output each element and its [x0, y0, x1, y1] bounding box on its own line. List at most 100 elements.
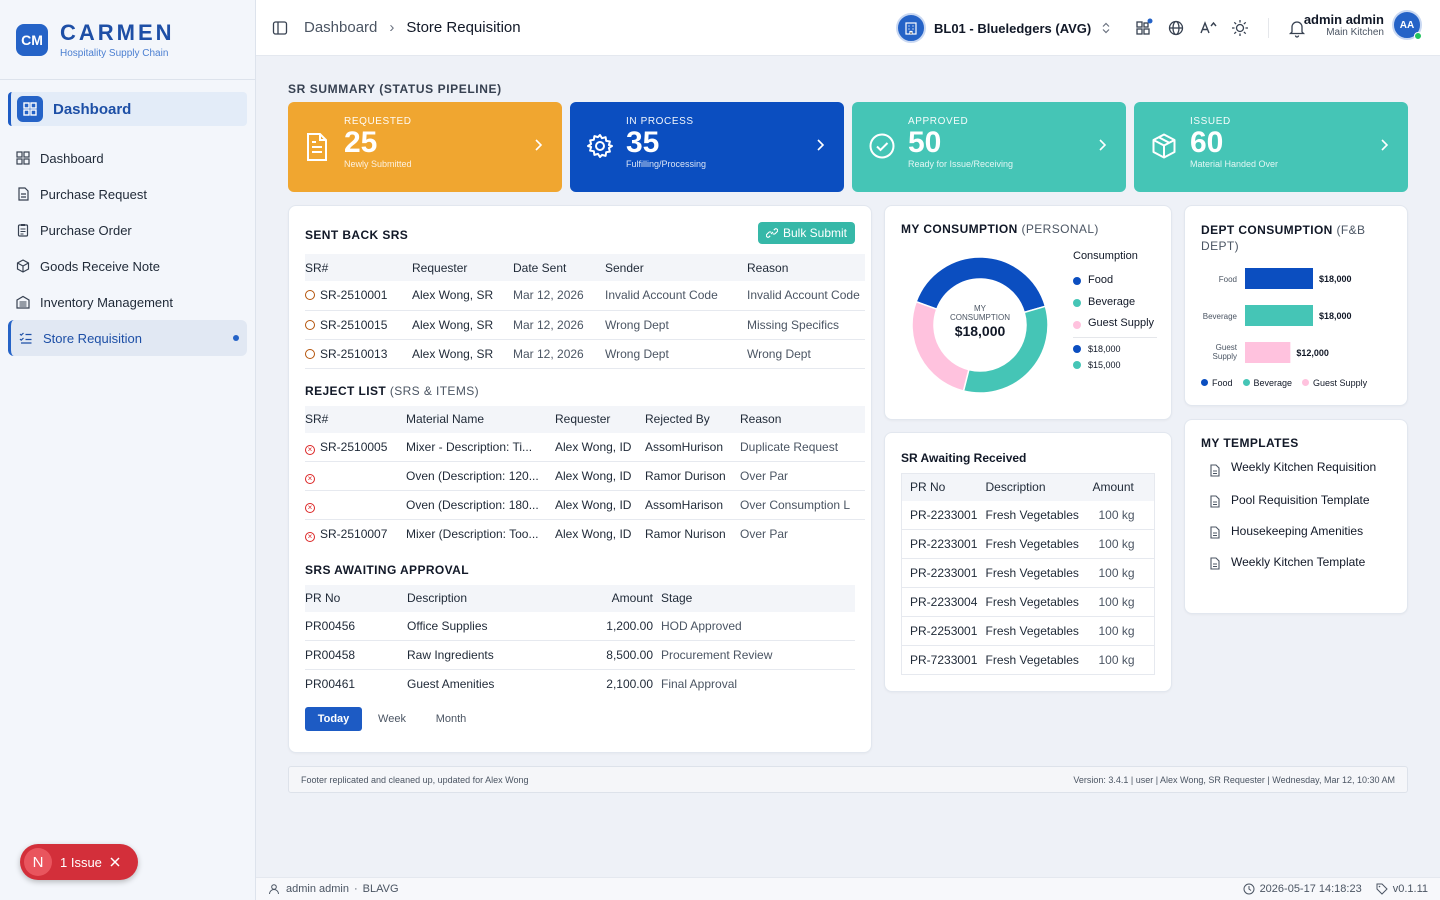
card-label: REQUESTED: [344, 116, 412, 127]
donut-center-label: MY CONSUMPTION: [950, 304, 1010, 322]
column-header: Description: [407, 584, 567, 612]
card-requested[interactable]: REQUESTED 25 Newly Submitted: [288, 102, 562, 192]
amount: 100 kg: [1092, 558, 1155, 588]
clipboard-icon: [17, 224, 29, 237]
close-icon[interactable]: [110, 857, 120, 867]
awaiting-approval-table: PR No Description Amount Stage PR00456 O…: [305, 584, 855, 699]
card-value: 35: [626, 126, 660, 159]
warning-icon: [305, 348, 315, 359]
status-bar: admin admin · BLAVG 2026-05-17 14:18:23 …: [256, 877, 1440, 900]
description: Raw Ingredients: [407, 640, 567, 670]
column-header: PR No: [901, 473, 986, 501]
clock-icon: [1243, 883, 1255, 895]
description: Fresh Vegetables: [985, 558, 1093, 588]
chevron-right-icon: [817, 139, 825, 151]
apps-icon[interactable]: [1134, 18, 1154, 38]
column-header: Description: [985, 473, 1093, 501]
font-size-icon[interactable]: [1198, 18, 1218, 38]
brand-badge: CM: [16, 23, 48, 56]
table-row[interactable]: SR-2510001 Alex Wong, SR Mar 12, 2026 In…: [305, 281, 865, 311]
table-row[interactable]: PR00458 Raw Ingredients 8,500.00 Procure…: [305, 640, 855, 670]
table-row[interactable]: SR-2510015 Alex Wong, SR Mar 12, 2026 Wr…: [305, 310, 865, 340]
table-row[interactable]: × SR-2510005 Mixer - Description: Ti... A…: [305, 432, 865, 462]
column-header: Rejected By: [645, 405, 740, 433]
link-icon: [765, 228, 778, 238]
card-label: IN PROCESS: [626, 116, 694, 127]
sidebar-toggle-icon[interactable]: [272, 20, 288, 36]
bell-icon[interactable]: [1287, 18, 1307, 38]
bar-beverage[interactable]: [1245, 305, 1313, 326]
sidebar-item-label: Goods Receive Note: [40, 258, 160, 274]
sr-number: SR-2510015: [320, 317, 388, 332]
bar-guest-supply[interactable]: [1245, 342, 1291, 363]
sidebar-item-goods-receive-note[interactable]: Goods Receive Note: [0, 248, 255, 284]
sidebar-item-dashboard[interactable]: Dashboard: [0, 140, 255, 176]
legend-item-guest-supply: Guest Supply: [1073, 317, 1157, 331]
globe-icon[interactable]: [1166, 18, 1186, 38]
list-check-icon: [19, 332, 32, 344]
reason: Missing Specifics: [747, 310, 865, 340]
bulk-submit-button[interactable]: Bulk Submit: [757, 222, 855, 244]
org-switcher[interactable]: BL01 - Blueledgers (AVG): [896, 12, 1111, 44]
description: Fresh Vegetables: [985, 500, 1093, 530]
table-row[interactable]: PR00461 Guest Amenities 2,100.00 Final A…: [305, 670, 855, 699]
donut-slice-guest-supply[interactable]: [911, 300, 970, 392]
issue-toast[interactable]: N 1 Issue: [20, 844, 138, 880]
donut-center: MY CONSUMPTION $18,000: [944, 304, 1016, 339]
sidebar-main-dashboard[interactable]: Dashboard: [8, 92, 247, 126]
check-circle-icon: [869, 133, 895, 159]
table-row[interactable]: PR00456 Office Supplies 1,200.00 HOD App…: [305, 611, 855, 641]
bar-food[interactable]: [1245, 268, 1313, 289]
status-datetime: 2026-05-17 14:18:23: [1259, 883, 1362, 895]
user-menu[interactable]: admin admin Main Kitchen AA: [1304, 10, 1422, 40]
table-row[interactable]: PR-2233001 Fresh Vegetables 100 kg: [901, 500, 1155, 530]
sidebar-item-purchase-order[interactable]: Purchase Order: [0, 212, 255, 248]
table-row[interactable]: PR-2233004 Fresh Vegetables 100 kg: [901, 587, 1155, 617]
tab-today[interactable]: Today: [305, 706, 362, 731]
avatar[interactable]: AA: [1392, 10, 1422, 40]
package-icon: [1152, 133, 1176, 159]
template-item[interactable]: Weekly Kitchen Requisition: [1209, 460, 1391, 477]
tag-icon: [1376, 883, 1388, 895]
card-approved[interactable]: APPROVED 50 Ready for Issue/Receiving: [852, 102, 1126, 192]
top-bar: Dashboard › Store Requisition BL01 - Blu…: [256, 0, 1440, 56]
tab-month[interactable]: Month: [435, 712, 467, 725]
sidebar-item-store-requisition[interactable]: Store Requisition: [8, 320, 247, 356]
sun-icon[interactable]: [1230, 18, 1250, 38]
bar-category-label: Guest: [1216, 343, 1238, 352]
stage: Procurement Review: [661, 640, 855, 670]
tab-week[interactable]: Week: [378, 712, 406, 725]
table-row[interactable]: × SR-2510007 Mixer (Description: Too... A…: [305, 520, 865, 549]
legend-item-food: Food: [1073, 274, 1157, 286]
status-user: admin admin: [286, 883, 349, 895]
pr-number: PR-7233001: [901, 645, 986, 675]
table-row[interactable]: PR-7233001 Fresh Vegetables 100 kg: [901, 645, 1155, 675]
brand-logo[interactable]: CM CARMEN Hospitality Supply Chain: [0, 0, 255, 80]
template-item[interactable]: Pool Requisition Template: [1209, 493, 1391, 508]
description: Guest Amenities: [407, 677, 495, 692]
template-item[interactable]: Weekly Kitchen Template: [1209, 555, 1391, 570]
table-row[interactable]: PR-2233001 Fresh Vegetables 100 kg: [901, 529, 1155, 559]
table-row[interactable]: × Oven (Description: 180... Alex Wong, I…: [305, 490, 865, 520]
pr-number: PR-2233004: [901, 587, 986, 617]
template-item[interactable]: Housekeeping Amenities: [1209, 524, 1391, 539]
column-header: Stage: [661, 584, 855, 612]
table-row[interactable]: PR-2233001 Fresh Vegetables 100 kg: [901, 558, 1155, 588]
pr-number: PR-2233001: [901, 500, 986, 530]
pr-number: PR00458: [305, 640, 407, 670]
card-in-process[interactable]: IN PROCESS 35 Fulfilling/Processing: [570, 102, 844, 192]
breadcrumb-item[interactable]: Dashboard: [304, 19, 378, 36]
legend-item-food: Food: [1201, 378, 1233, 388]
table-row[interactable]: PR-2253001 Fresh Vegetables 100 kg: [901, 616, 1155, 646]
sidebar-item-inventory-management[interactable]: Inventory Management: [0, 284, 255, 320]
card-value: 50: [908, 126, 942, 159]
legend-value-beverage: $15,000: [1073, 360, 1157, 370]
table-row[interactable]: SR-2510013 Alex Wong, SR Mar 12, 2026 Wr…: [305, 339, 865, 369]
sidebar-item-purchase-request[interactable]: Purchase Request: [0, 176, 255, 212]
reject-icon: ×: [305, 503, 315, 513]
card-issued[interactable]: ISSUED 60 Material Handed Over: [1134, 102, 1408, 192]
building-icon: [896, 13, 926, 43]
table-row[interactable]: × Oven (Description: 120... Alex Wong, I…: [305, 461, 865, 491]
reject-table: SR# Material Name Requester Rejected By …: [305, 405, 865, 549]
